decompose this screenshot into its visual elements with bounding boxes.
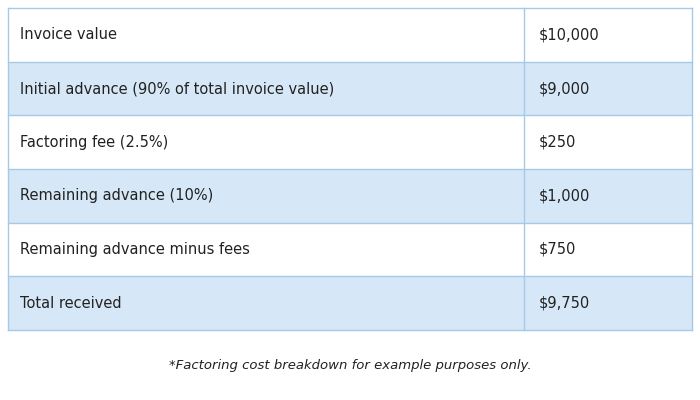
Text: $9,000: $9,000 [538, 81, 590, 96]
Bar [524, 169, 692, 223]
Text: Remaining advance minus fees: Remaining advance minus fees [20, 242, 250, 257]
Text: *Factoring cost breakdown for example purposes only.: *Factoring cost breakdown for example pu… [169, 358, 531, 372]
Text: Remaining advance (10%): Remaining advance (10%) [20, 188, 214, 203]
Bar [8, 62, 524, 115]
Text: Factoring fee (2.5%): Factoring fee (2.5%) [20, 135, 168, 150]
Bar [8, 223, 524, 276]
Bar [524, 115, 692, 169]
Bar [8, 276, 524, 330]
Bar [524, 223, 692, 276]
Text: $10,000: $10,000 [538, 27, 599, 42]
Text: Initial advance (90% of total invoice value): Initial advance (90% of total invoice va… [20, 81, 335, 96]
Bar [524, 62, 692, 115]
Text: Invoice value: Invoice value [20, 27, 117, 42]
Text: Total received: Total received [20, 296, 122, 311]
Text: $1,000: $1,000 [538, 188, 590, 203]
Bar [8, 115, 524, 169]
Bar [524, 8, 692, 62]
Text: $750: $750 [538, 242, 576, 257]
Bar [524, 276, 692, 330]
Text: $250: $250 [538, 135, 576, 150]
Bar [8, 169, 524, 223]
Text: $9,750: $9,750 [538, 296, 589, 311]
Bar [8, 8, 524, 62]
